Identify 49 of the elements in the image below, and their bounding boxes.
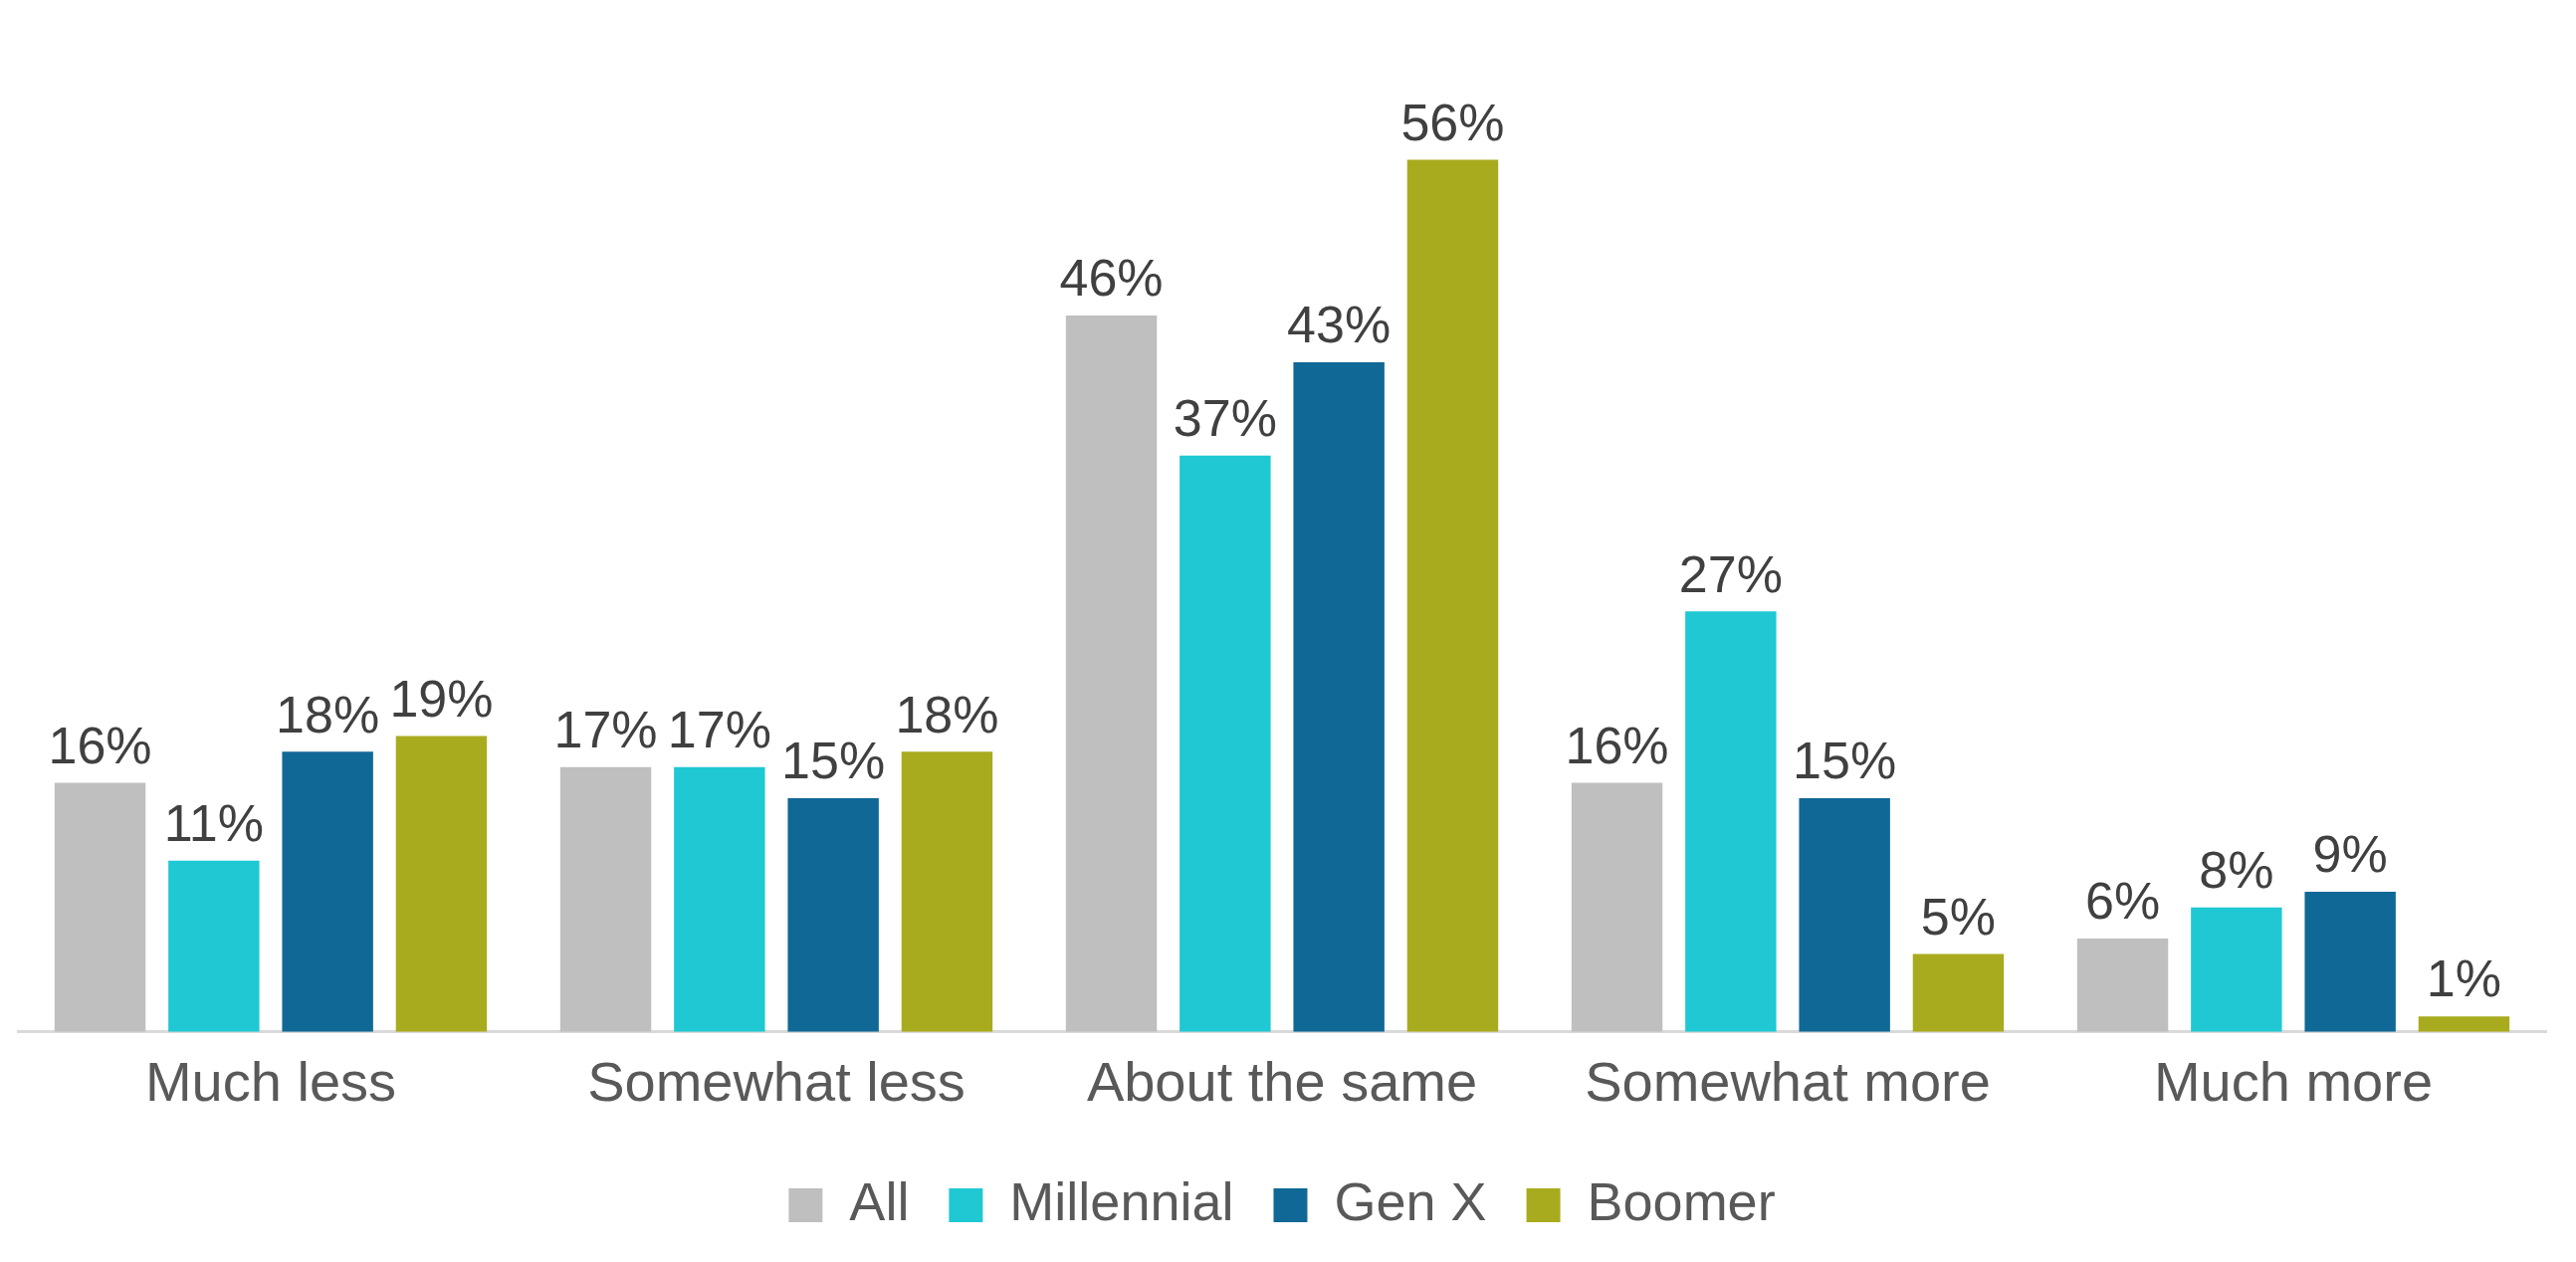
data-label: 16%	[48, 716, 152, 774]
data-label: 37%	[1173, 389, 1277, 448]
data-label: 43%	[1287, 296, 1392, 354]
bar	[1293, 361, 1385, 1032]
x-tick-label: About the same	[1086, 1049, 1478, 1113]
data-label: 18%	[895, 685, 999, 743]
bar	[1180, 455, 1271, 1032]
data-label: 17%	[667, 701, 771, 759]
data-label: 5%	[1920, 887, 1997, 946]
bar	[1912, 953, 2005, 1032]
bar	[1571, 782, 1663, 1032]
bar	[2304, 891, 2396, 1032]
bar	[395, 736, 488, 1032]
bar	[168, 860, 260, 1032]
data-label: 19%	[389, 669, 494, 728]
legend-label: All	[849, 1170, 910, 1231]
data-label: 8%	[2199, 840, 2274, 899]
data-label: 15%	[1793, 732, 1897, 790]
data-label: 11%	[163, 794, 264, 853]
bar	[282, 751, 373, 1032]
data-label: 56%	[1400, 93, 1505, 151]
bar	[1065, 316, 1158, 1032]
data-label: 1%	[2426, 949, 2502, 1008]
x-tick-label: Much less	[144, 1049, 397, 1113]
bar	[1406, 159, 1499, 1032]
data-label: 15%	[781, 732, 886, 790]
x-tick-label: Somewhat more	[1585, 1049, 1991, 1113]
data-label: 9%	[2312, 825, 2388, 884]
bar	[2418, 1016, 2510, 1032]
x-tick-label: Somewhat less	[587, 1049, 966, 1113]
data-label: 46%	[1059, 249, 1164, 308]
data-label: 16%	[1565, 716, 1669, 774]
bar	[54, 782, 146, 1032]
bar	[1685, 611, 1777, 1032]
bar	[559, 766, 652, 1032]
bar	[674, 766, 765, 1032]
bar	[787, 798, 879, 1032]
data-label: 18%	[276, 685, 380, 743]
bar	[2076, 938, 2169, 1032]
bar	[1799, 798, 1890, 1032]
data-label: 6%	[2084, 872, 2161, 931]
legend-label: Boomer	[1587, 1170, 1776, 1231]
bar	[901, 751, 993, 1032]
legend-label: Millennial	[1009, 1170, 1234, 1231]
data-label: 27%	[1678, 544, 1783, 603]
x-tick-label: Much more	[2153, 1049, 2434, 1113]
bar	[2191, 907, 2282, 1032]
legend-label: Gen X	[1334, 1170, 1487, 1231]
data-label: 17%	[553, 701, 658, 759]
